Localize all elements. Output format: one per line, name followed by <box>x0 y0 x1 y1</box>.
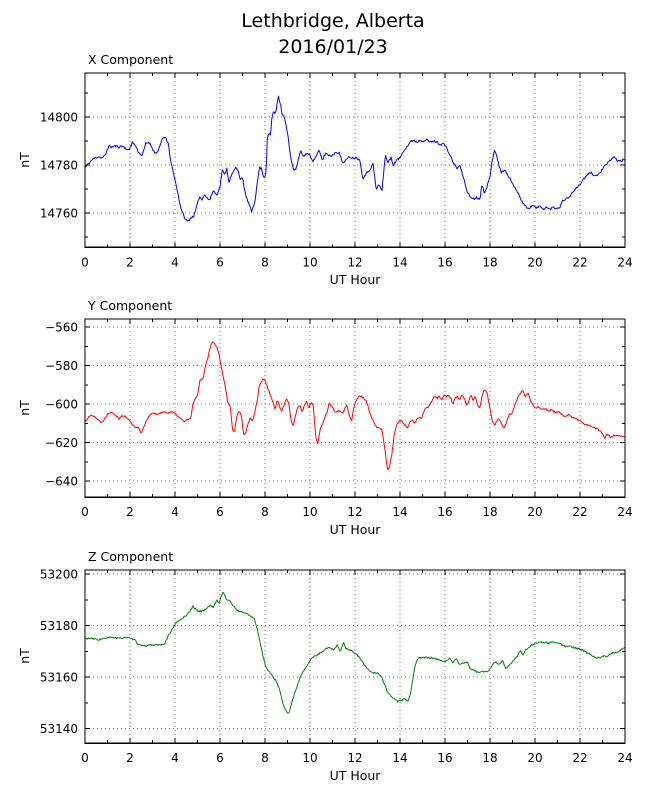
x-tick-label: 4 <box>171 751 179 765</box>
y-tick-label: 53180 <box>40 619 78 633</box>
x-tick-label: 14 <box>392 255 407 269</box>
x-tick-label: 16 <box>437 505 452 519</box>
z-plot-xlabel: UT Hour <box>329 768 381 783</box>
x-tick-label: 4 <box>171 255 179 269</box>
z-component-plot: 0 2 4 6 8 10 12 14 16 18 20 22 245314053160531805320… <box>40 568 633 766</box>
x-tick-label: 16 <box>437 255 452 269</box>
x-tick-label: 10 <box>302 751 317 765</box>
x-tick-label: 6 <box>216 255 224 269</box>
x-tick-label: 2 <box>126 255 134 269</box>
x-tick-label: 4 <box>171 505 179 519</box>
y-plot-ylabel: nT <box>17 400 32 416</box>
x-component-line <box>84 95 626 222</box>
x-tick-label: 0 <box>81 255 89 269</box>
z-component-title: Z Component <box>88 549 174 564</box>
x-tick-label: 12 <box>347 505 362 519</box>
x-tick-label: 8 <box>261 255 269 269</box>
x-tick-label: 6 <box>216 751 224 765</box>
x-tick-label: 20 <box>527 751 542 765</box>
x-tick-label: 8 <box>261 505 269 519</box>
x-plot-ylabel: nT <box>17 152 32 168</box>
x-tick-label: 18 <box>482 505 497 519</box>
x-tick-label: 12 <box>347 255 362 269</box>
x-tick-label: 14 <box>392 751 407 765</box>
x-tick-label: 14 <box>392 505 407 519</box>
x-tick-label: 24 <box>617 751 632 765</box>
y-component-line <box>84 341 626 471</box>
x-tick-label: 2 <box>126 505 134 519</box>
y-tick-label: 53200 <box>40 568 78 582</box>
x-tick-label: 2 <box>126 751 134 765</box>
x-tick-label: 20 <box>527 255 542 269</box>
x-tick-label: 18 <box>482 255 497 269</box>
figure-title: Lethbridge, Alberta 2016/01/23 <box>8 8 650 60</box>
y-tick-label: 14800 <box>40 110 78 124</box>
y-component-title: Y Component <box>88 298 173 313</box>
y-tick-label: −620 <box>45 436 78 450</box>
date-title: 2016/01/23 <box>278 36 388 58</box>
x-component-title: X Component <box>88 52 174 67</box>
x-tick-label: 0 <box>81 505 89 519</box>
x-tick-label: 18 <box>482 751 497 765</box>
y-tick-label: 14780 <box>40 159 78 173</box>
x-plot-xlabel: UT Hour <box>329 272 381 287</box>
y-tick-label: −580 <box>45 359 78 373</box>
y-tick-label: −640 <box>45 475 78 489</box>
x-tick-label: 12 <box>347 751 362 765</box>
x-tick-label: 22 <box>572 751 587 765</box>
x-tick-label: 10 <box>302 255 317 269</box>
x-tick-label: 8 <box>261 751 269 765</box>
y-tick-label: −560 <box>45 321 78 335</box>
x-tick-label: 22 <box>572 255 587 269</box>
y-tick-label: 53160 <box>40 671 78 685</box>
y-component-plot: 0 2 4 6 8 10 12 14 16 18 20 22 24−640−620−600−580−56… <box>45 318 633 519</box>
y-tick-label: 53140 <box>40 722 78 736</box>
y-plot-xlabel: UT Hour <box>329 522 381 537</box>
x-tick-label: 16 <box>437 751 452 765</box>
x-tick-label: 24 <box>617 255 632 269</box>
x-tick-label: 10 <box>302 505 317 519</box>
y-tick-label: −600 <box>45 398 78 412</box>
z-component-line <box>84 591 626 714</box>
station-title: Lethbridge, Alberta <box>241 10 425 32</box>
x-tick-label: 24 <box>617 505 632 519</box>
x-tick-label: 20 <box>527 505 542 519</box>
x-tick-label: 6 <box>216 505 224 519</box>
x-tick-label: 0 <box>81 751 89 765</box>
x-tick-label: 22 <box>572 505 587 519</box>
z-plot-ylabel: nT <box>17 648 32 664</box>
y-tick-label: 14760 <box>40 207 78 221</box>
